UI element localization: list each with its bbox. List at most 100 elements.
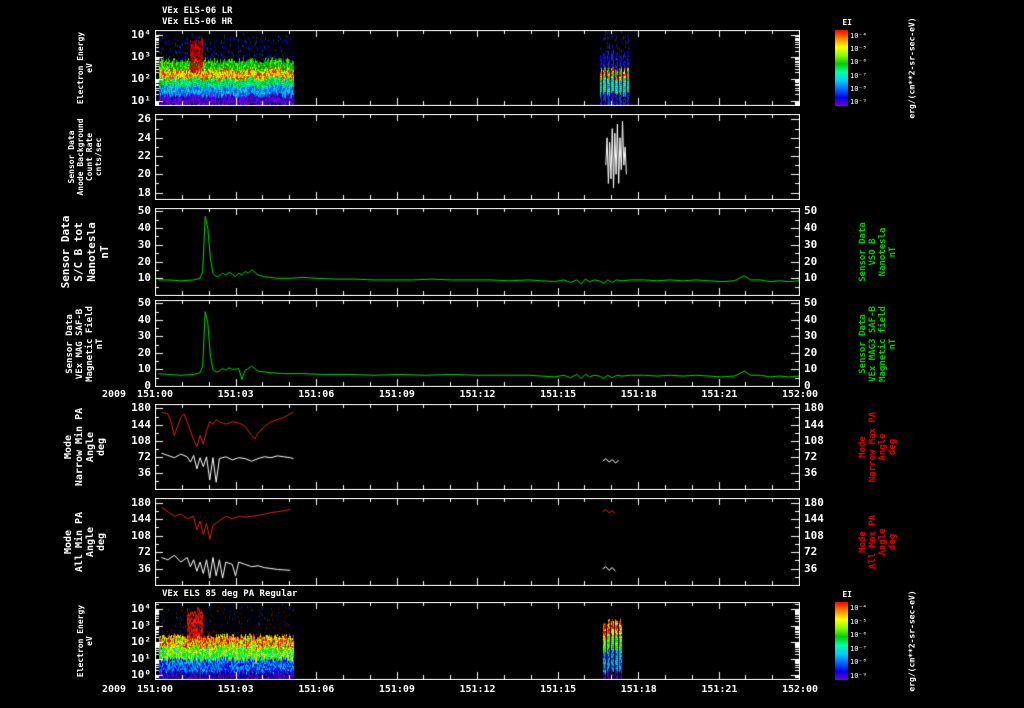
- panel-all-pitch-angle: Mode All Min PA Angle deg Mode All Max P…: [63, 498, 898, 586]
- y-tick-label: 36: [804, 465, 818, 479]
- y-tick-label: 30: [137, 329, 151, 343]
- panel1-title-line1: VEx ELS-06 LR: [162, 6, 233, 16]
- time-tick-label: 151:12: [459, 389, 496, 400]
- time-tick-label: 151:06: [298, 389, 335, 400]
- time-tick-label: 151:15: [540, 389, 577, 400]
- colorbar-tick-label: 10⁻⁹: [850, 672, 867, 680]
- panel-sc-btot: Sensor Data S/C B tot Nanotesla nT Senso…: [59, 208, 898, 296]
- y-tick-label: 10³: [131, 50, 151, 64]
- y-tick-label: 36: [137, 465, 151, 479]
- y-axis-label-mag-saf-b: Sensor Data VEx MAG SAF-B Magnetic Field…: [65, 305, 105, 382]
- y-tick-label: 50: [137, 204, 151, 218]
- panel-els-lr-hr-spectrogram: Electron Energy eV EI erg/(cm**2-sr-sec-…: [76, 17, 917, 118]
- colorbar-tick-label: 10⁻⁵: [850, 45, 867, 54]
- y-tick-label: 180: [804, 401, 824, 415]
- y-tick-label: 20: [137, 345, 151, 359]
- time-tick-label: 151:09: [378, 684, 415, 695]
- y-tick-label: 72: [804, 545, 818, 559]
- y-tick-label: 40: [137, 312, 151, 326]
- y-tick-label: 108: [804, 528, 824, 542]
- colorbar-tick-label: 10⁻⁴: [850, 604, 867, 612]
- y-axis-label-narrow-min-pa: Mode Narrow Min PA Angle deg: [63, 407, 107, 487]
- y-tick-label: 0: [144, 379, 151, 392]
- right-axis-label-all-max-pa: Mode All Max PA Angle deg: [857, 514, 898, 570]
- y-tick-label: 20: [137, 167, 151, 181]
- y-axis-label-all-min-pa: Mode All Min PA Angle deg: [63, 511, 107, 573]
- y-tick-label: 36: [137, 561, 151, 575]
- time-tick-label: 151:09: [378, 389, 415, 400]
- y-tick-label: 10⁴: [131, 602, 151, 616]
- colorbar-title: EI: [842, 590, 852, 599]
- colorbar-unit-label: erg/(cm**2-sr-sec-eV): [907, 17, 917, 119]
- y-tick-label: 36: [804, 561, 818, 575]
- panel-narrow-pitch-angle: Mode Narrow Min PA Angle deg Mode Narrow…: [63, 404, 898, 490]
- y-tick-label: 10: [137, 362, 151, 376]
- y-axis-label-electron-energy-85: Electron Energy eV: [76, 604, 94, 678]
- colorbar-tick-label: 10⁻⁷: [850, 71, 867, 80]
- colorbar-unit-label: erg/(cm**2-sr-sec-eV): [907, 590, 917, 692]
- time-tick-label: 151:15: [540, 684, 577, 695]
- y-tick-label: 26: [137, 112, 151, 126]
- y-tick-label: 24: [137, 130, 151, 144]
- y-tick-label: 10⁴: [131, 28, 151, 42]
- y-tick-label: 30: [804, 329, 818, 343]
- y-tick-label: 30: [804, 237, 818, 251]
- time-tick-label: 151:18: [620, 684, 657, 695]
- right-axis-label-mag3-saf-b: Sensor Data VEx MAG3 SAF-B Magnetic fiel…: [857, 305, 898, 382]
- y-tick-label: 72: [804, 449, 818, 463]
- y-axis-label-electron-energy: Electron Energy eV: [76, 31, 94, 105]
- y-tick-label: 10¹: [131, 93, 151, 107]
- narrow-pa-canvas: [155, 404, 800, 490]
- colorbar-tick-label: 10⁻⁸: [850, 658, 867, 667]
- y-tick-label: 144: [131, 512, 151, 526]
- time-tick-label: 151:21: [701, 684, 738, 695]
- year-label: 2009: [102, 389, 127, 400]
- colorbar-tick-label: 10⁻⁶: [850, 58, 867, 67]
- y-tick-label: 10: [137, 271, 151, 285]
- colorbar-tick-label: 10⁻⁹: [850, 98, 867, 106]
- panel7-title: VEx ELS 85 deg PA Regular: [162, 589, 298, 599]
- colorbar-tick-label: 10⁻⁴: [850, 32, 867, 40]
- time-tick-label: 151:00: [136, 684, 174, 695]
- colorbar-tick-label: 10⁻⁷: [850, 644, 867, 653]
- anode-count-rate-canvas: [155, 114, 800, 200]
- colorbar: [835, 602, 848, 680]
- panel-vex-mag-saf-b: Sensor Data VEx MAG SAF-B Magnetic Field…: [65, 300, 898, 387]
- y-tick-label: 18: [137, 185, 151, 199]
- colorbar-tick-label: 10⁻⁵: [850, 617, 867, 626]
- els-spectrogram-canvas: [155, 30, 800, 106]
- y-tick-label: 180: [131, 401, 151, 415]
- y-tick-label: 50: [804, 204, 818, 218]
- time-tick-label: 151:06: [298, 684, 335, 695]
- y-tick-label: 144: [804, 512, 824, 526]
- y-axis-label-anode-background: Sensor Data Anode Background Count Rate …: [67, 118, 103, 196]
- y-axis-label-sc-btot: Sensor Data S/C B tot Nanotesla nT: [59, 215, 111, 289]
- colorbar-title: EI: [842, 18, 852, 27]
- y-tick-label: 10²: [131, 635, 151, 649]
- y-tick-label: 40: [137, 221, 151, 235]
- y-tick-label: 40: [804, 312, 818, 326]
- y-tick-label: 10: [804, 271, 818, 285]
- time-tick-label: 151:03: [217, 684, 254, 695]
- colorbar-tick-label: 10⁻⁶: [850, 631, 867, 640]
- y-tick-label: 20: [137, 254, 151, 268]
- y-tick-label: 180: [131, 495, 151, 509]
- y-tick-label: 108: [131, 433, 151, 447]
- panel-els-85deg-spectrogram: Electron Energy eV EI erg/(cm**2-sr-sec-…: [76, 590, 917, 692]
- y-tick-label: 20: [804, 345, 818, 359]
- time-tick-label: 151:12: [459, 684, 496, 695]
- y-tick-label: 50: [137, 296, 151, 310]
- y-tick-label: 144: [131, 417, 151, 431]
- right-axis-label-vso-b: Sensor Data VSO B Nanotesla nT: [857, 222, 898, 282]
- right-axis-label-narrow-max-pa: Mode Narrow Max PA Angle deg: [857, 411, 898, 483]
- mag-saf-b-canvas: [155, 300, 800, 387]
- time-tick-label: 151:18: [620, 389, 657, 400]
- y-tick-label: 10¹: [131, 651, 151, 665]
- y-tick-label: 72: [137, 449, 151, 463]
- colorbar: [835, 30, 848, 106]
- year-label: 2009: [102, 684, 127, 695]
- y-tick-label: 144: [804, 417, 824, 431]
- y-tick-label: 180: [804, 495, 824, 509]
- time-tick-label: 152:00: [781, 389, 819, 400]
